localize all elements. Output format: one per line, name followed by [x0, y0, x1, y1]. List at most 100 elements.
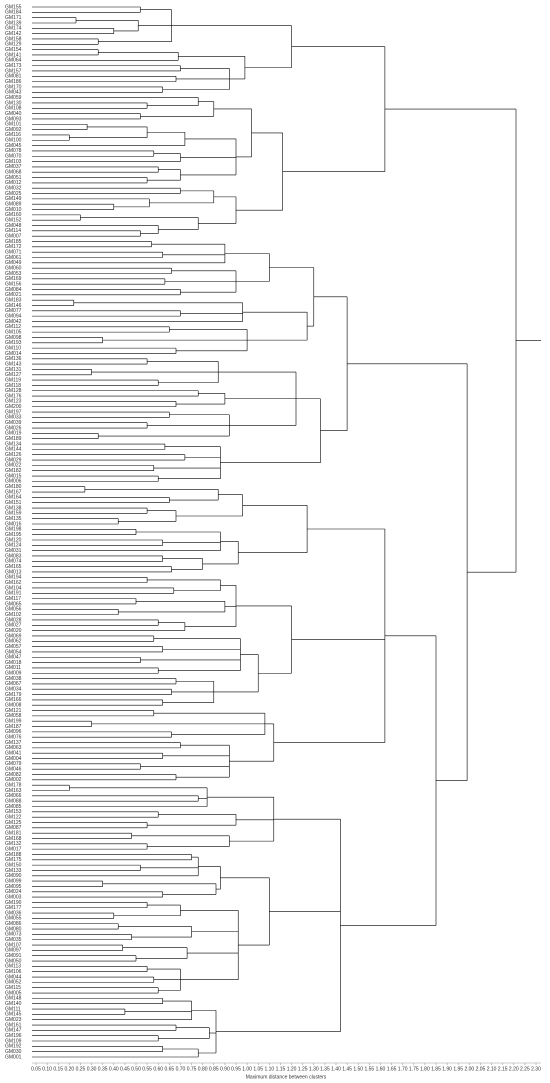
- leaf-label: GM104: [5, 585, 22, 591]
- leaf-label: GM025: [5, 191, 22, 197]
- leaf-label: GM158: [5, 36, 22, 42]
- leaf-label: GM057: [5, 644, 22, 650]
- leaf-label: GM019: [5, 431, 22, 437]
- leaf-label: GM180: [5, 484, 22, 490]
- x-tick-label: 1.10: [264, 1066, 274, 1072]
- leaf-label: GM099: [5, 878, 22, 884]
- leaf-label: GM152: [5, 218, 22, 224]
- x-tick-label: 0.70: [176, 1066, 186, 1072]
- x-tick-label: 0.75: [187, 1066, 197, 1072]
- x-tick-label: 1.90: [442, 1066, 452, 1072]
- leaf-label: GM094: [5, 313, 22, 319]
- leaf-label: GM045: [5, 143, 22, 149]
- x-tick-label: 2.20: [509, 1066, 519, 1072]
- x-tick-label: 1.45: [342, 1066, 352, 1072]
- leaf-label: GM122: [5, 814, 22, 820]
- leaf-label: GM064: [5, 58, 22, 64]
- leaf-label: GM109: [5, 1038, 22, 1044]
- x-tick-label: 2.05: [476, 1066, 486, 1072]
- leaf-label: GM017: [5, 846, 22, 852]
- leaf-label: GM199: [5, 719, 22, 725]
- leaf-label: GM005: [5, 990, 22, 996]
- leaf-label: GM176: [5, 393, 22, 399]
- leaf-label: GM135: [5, 516, 22, 522]
- leaf-label: GM155: [5, 4, 22, 10]
- leaf-label: GM107: [5, 942, 22, 948]
- leaf-label: GM088: [5, 798, 22, 804]
- x-tick-label: 1.95: [453, 1066, 463, 1072]
- leaf-label: GM124: [5, 543, 22, 549]
- leaf-label: GM008: [5, 703, 22, 709]
- leaf-label: GM156: [5, 281, 22, 287]
- x-tick-label: 1.85: [431, 1066, 441, 1072]
- leaf-label: GM034: [5, 687, 22, 693]
- x-tick-label: 1.55: [364, 1066, 374, 1072]
- x-tick-label: 1.00: [242, 1066, 252, 1072]
- leaf-label: GM073: [5, 932, 22, 938]
- leaf-label: GM052: [5, 980, 22, 986]
- leaf-label: GM117: [5, 596, 21, 602]
- leaf-label: GM193: [5, 340, 22, 346]
- leaf-label: GM032: [5, 186, 22, 192]
- leaf-label: GM175: [5, 857, 22, 863]
- leaf-label: GM048: [5, 223, 22, 229]
- leaf-label: GM056: [5, 607, 22, 613]
- leaf-label: GM090: [5, 873, 22, 879]
- leaf-label: GM138: [5, 505, 22, 511]
- leaf-label: GM012: [5, 180, 22, 186]
- leaf-label: GM115: [5, 985, 21, 991]
- x-tick-label: 2.10: [487, 1066, 497, 1072]
- leaf-label: GM098: [5, 335, 22, 341]
- leaf-label: GM043: [5, 90, 22, 96]
- leaf-label: GM015: [5, 473, 22, 479]
- leaf-label: GM164: [5, 495, 22, 501]
- leaf-label: GM046: [5, 767, 22, 773]
- leaf-label: GM198: [5, 527, 22, 533]
- leaf-label: GM141: [5, 52, 22, 58]
- leaf-label: GM079: [5, 761, 22, 767]
- leaf-label: GM130: [5, 100, 22, 106]
- leaf-label: GM105: [5, 329, 22, 335]
- leaf-label: GM070: [5, 154, 22, 160]
- leaf-label: GM172: [5, 244, 22, 250]
- leaf-label: GM179: [5, 692, 22, 698]
- x-tick-label: 0.25: [76, 1066, 86, 1072]
- leaf-label: GM067: [5, 681, 22, 687]
- leaf-label: GM096: [5, 729, 22, 735]
- leaf-label: GM166: [5, 697, 22, 703]
- leaf-label: GM146: [5, 303, 22, 309]
- leaf-label: GM169: [5, 276, 22, 282]
- leaf-label: GM123: [5, 399, 22, 405]
- leaf-label: GM178: [5, 783, 22, 789]
- leaf-label: GM128: [5, 388, 22, 394]
- leaf-label: GM137: [5, 740, 22, 746]
- leaf-label: GM174: [5, 26, 22, 32]
- leaf-label: GM066: [5, 793, 22, 799]
- leaf-label: GM097: [5, 948, 22, 954]
- leaf-label: GM076: [5, 735, 22, 741]
- x-tick-label: 0.05: [31, 1066, 41, 1072]
- leaf-label: GM050: [5, 958, 22, 964]
- leaf-label: GM083: [5, 553, 22, 559]
- leaf-label: GM131: [5, 367, 22, 373]
- leaf-label: GM148: [5, 996, 22, 1002]
- leaf-label: GM154: [5, 47, 22, 53]
- leaf-label: GM118: [5, 383, 21, 389]
- leaf-label: GM087: [5, 825, 22, 831]
- leaf-label: GM103: [5, 159, 22, 165]
- leaf-label: GM014: [5, 351, 22, 357]
- leaf-label: GM151: [5, 500, 22, 506]
- leaf-label: GM196: [5, 1033, 22, 1039]
- x-tick-label: 0.95: [231, 1066, 241, 1072]
- leaf-label: GM119: [5, 377, 21, 383]
- leaf-label: GM200: [5, 404, 22, 410]
- leaf-label: GM127: [5, 372, 22, 378]
- leaf-label: GM091: [5, 953, 22, 959]
- x-tick-label: 0.90: [220, 1066, 230, 1072]
- leaf-label: GM086: [5, 921, 22, 927]
- leaf-label: GM195: [5, 532, 22, 538]
- leaf-label: GM191: [5, 591, 22, 597]
- leaf-label: GM182: [5, 468, 22, 474]
- x-tick-label: 0.40: [109, 1066, 119, 1072]
